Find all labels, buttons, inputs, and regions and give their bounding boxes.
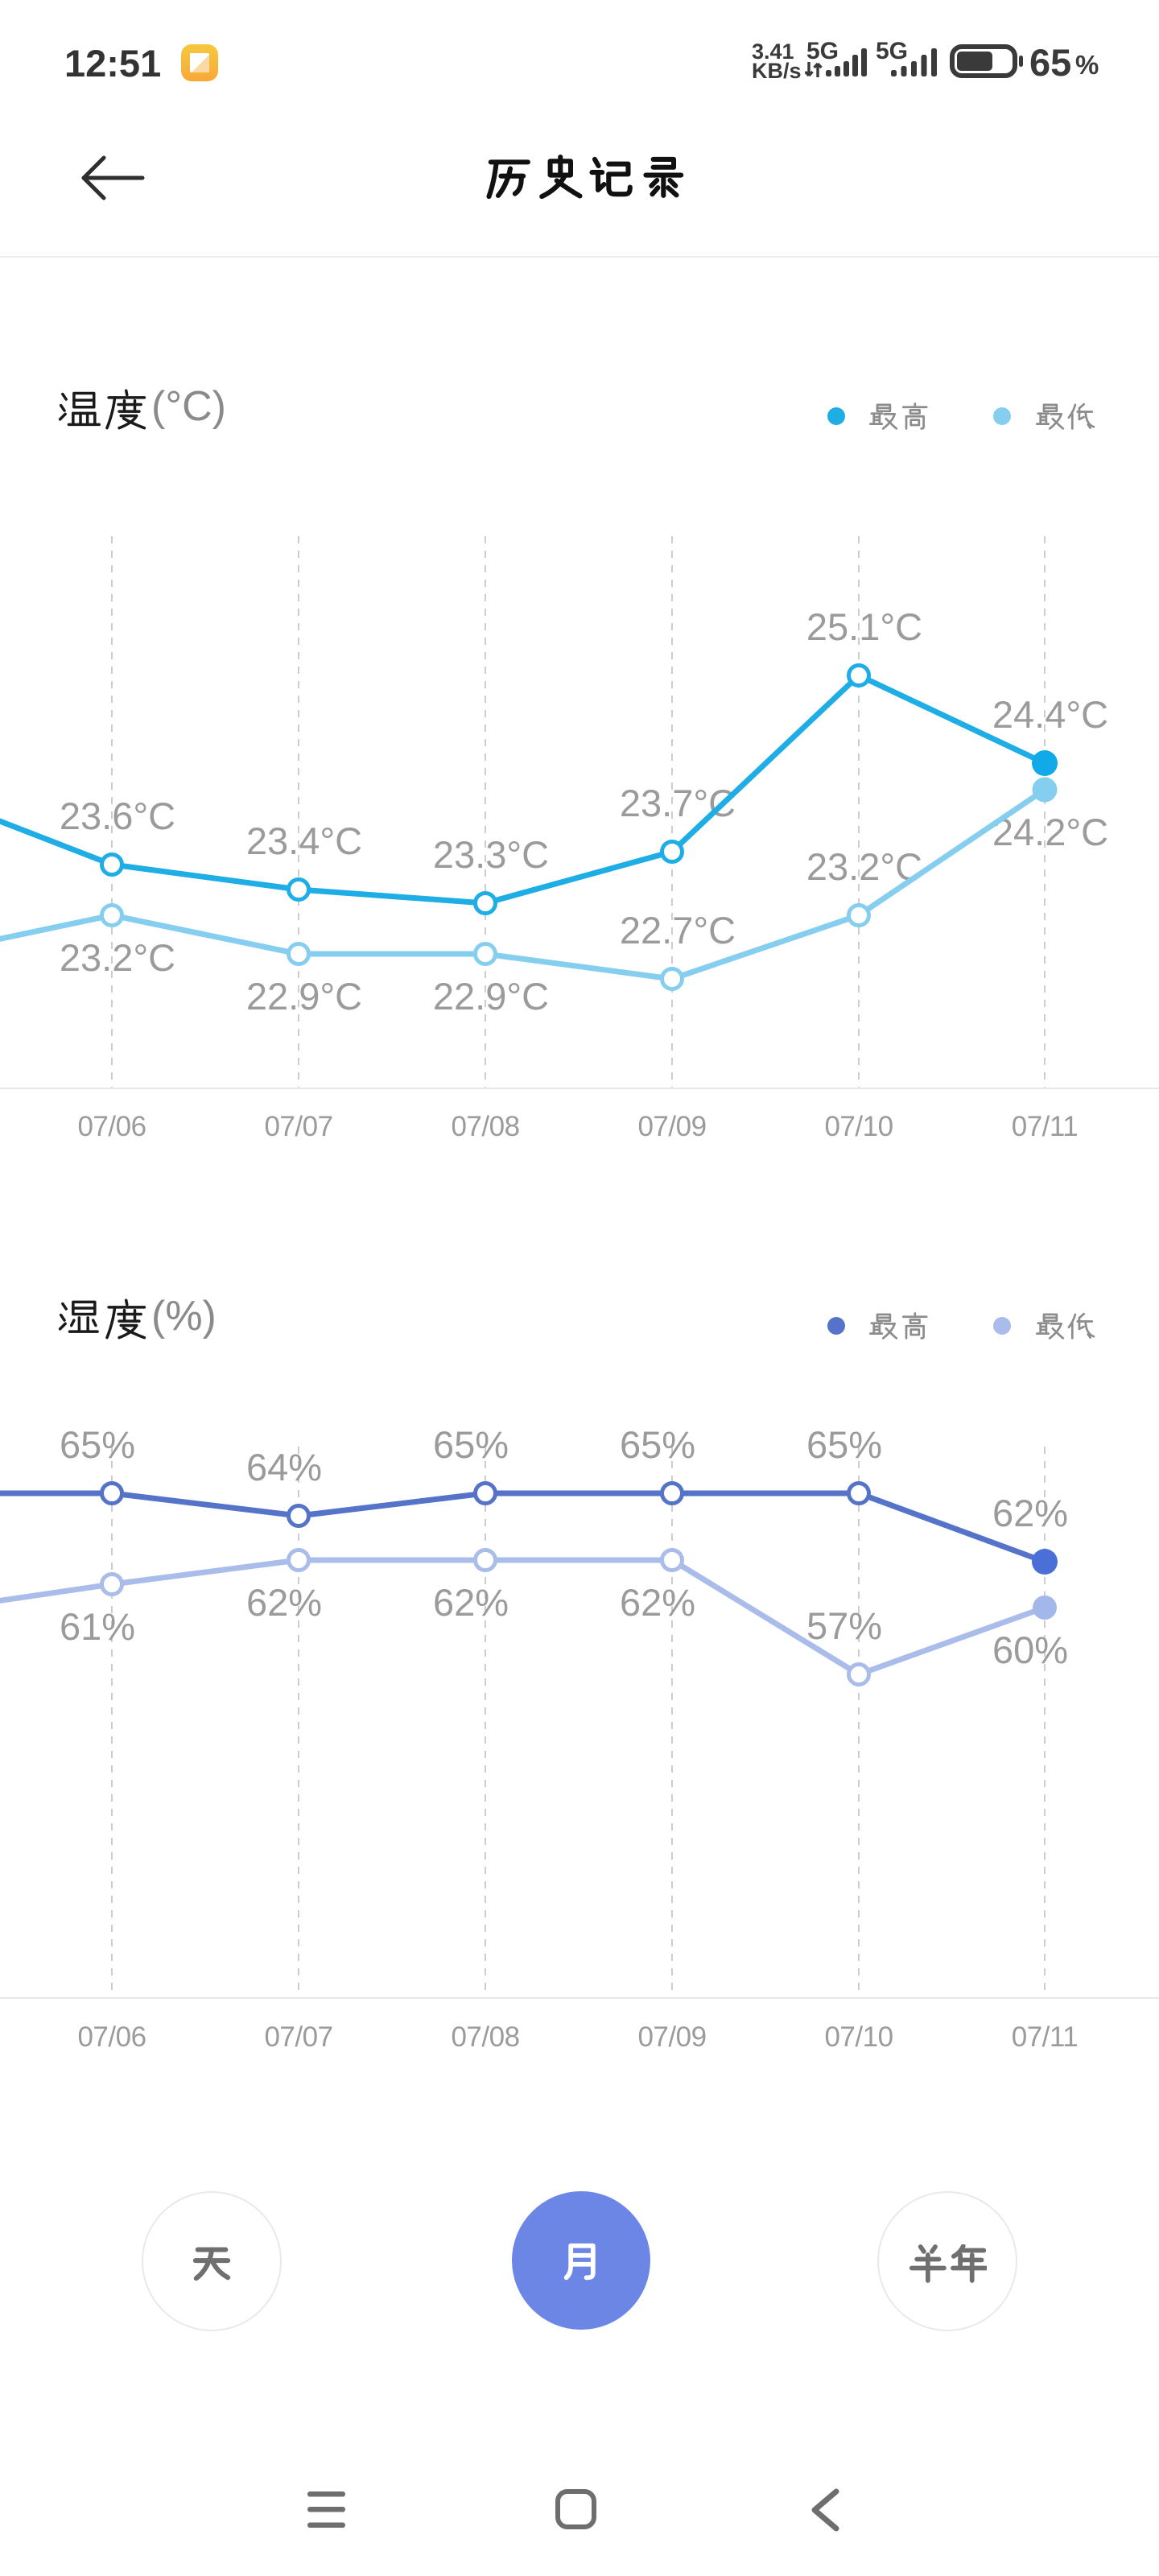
svg-text:22.7°C: 22.7°C (620, 909, 736, 952)
svg-text:07/06: 07/06 (77, 2021, 146, 2053)
svg-text:07/10: 07/10 (824, 1111, 893, 1142)
svg-text:07/07: 07/07 (264, 2021, 332, 2053)
svg-text:07/09: 07/09 (637, 2021, 706, 2053)
svg-text:23.2°C: 23.2°C (806, 845, 922, 888)
svg-text:23.4°C: 23.4°C (246, 819, 362, 862)
svg-text:07/09: 07/09 (637, 1111, 706, 1142)
svg-text:62%: 62% (433, 1581, 509, 1624)
svg-text:07/11: 07/11 (1012, 1111, 1079, 1142)
svg-text:64%: 64% (246, 1446, 322, 1488)
svg-text:23.6°C: 23.6°C (60, 795, 175, 837)
svg-text:61%: 61% (60, 1605, 135, 1648)
svg-text:62%: 62% (246, 1581, 322, 1624)
svg-text:07/07: 07/07 (264, 1111, 332, 1142)
svg-text:57%: 57% (806, 1604, 882, 1647)
svg-text:24.4°C: 24.4°C (992, 693, 1108, 736)
svg-text:23.3°C: 23.3°C (433, 833, 549, 876)
svg-text:65%: 65% (60, 1423, 135, 1466)
svg-text:22.9°C: 22.9°C (246, 975, 362, 1018)
svg-text:23.2°C: 23.2°C (60, 936, 175, 979)
svg-text:25.1°C: 25.1°C (806, 605, 922, 648)
svg-text:23.7°C: 23.7°C (620, 782, 736, 824)
svg-text:62%: 62% (992, 1492, 1068, 1534)
svg-text:07/11: 07/11 (1012, 2021, 1079, 2053)
svg-text:60%: 60% (992, 1629, 1068, 1671)
svg-text:65%: 65% (620, 1423, 695, 1466)
svg-text:07/06: 07/06 (77, 1111, 146, 1142)
svg-text:07/08: 07/08 (451, 2021, 519, 2053)
svg-text:24.2°C: 24.2°C (992, 811, 1108, 853)
svg-text:07/10: 07/10 (824, 2021, 893, 2053)
svg-text:07/08: 07/08 (451, 1111, 519, 1142)
svg-text:62%: 62% (620, 1581, 695, 1624)
svg-text:65%: 65% (806, 1423, 882, 1466)
svg-text:22.9°C: 22.9°C (433, 975, 549, 1018)
svg-text:65%: 65% (433, 1423, 509, 1466)
